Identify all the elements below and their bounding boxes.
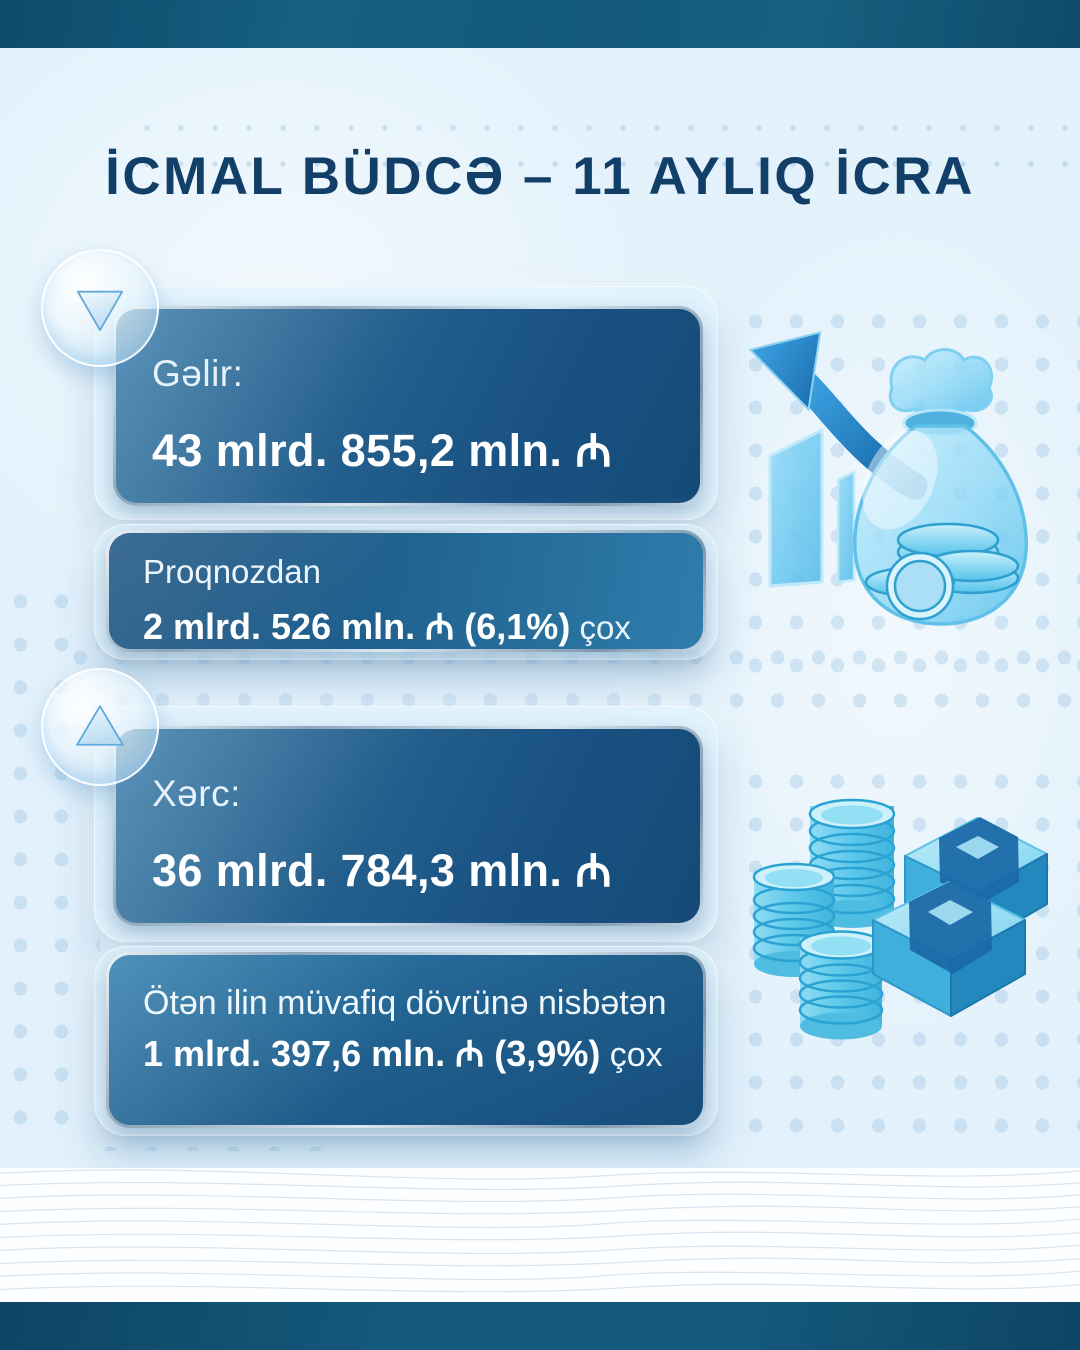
income-note-card: Proqnozdan 2 mlrd. 526 mln. ₼ (6,1%) çox [106, 530, 706, 652]
footer-band: AZƏRBAYCAN RESPUBLİKASI MALİYYƏ NAZİRLİY… [0, 1168, 1080, 1302]
expense-note-bold: 1 mlrd. 397,6 mln. ₼ (3,9%) [143, 1032, 601, 1074]
bottom-decor-band [0, 1302, 1080, 1350]
income-label: Gəlir: [152, 353, 244, 394]
triangle-down-icon [76, 290, 124, 332]
expense-value: 36 mlrd. 784,3 mln. ₼ [152, 845, 613, 896]
income-trend-badge [41, 249, 159, 367]
income-note-suffix: çox [570, 609, 631, 646]
expense-card: Xərc: 36 mlrd. 784,3 mln. ₼ [113, 726, 703, 926]
expense-note-suffix: çox [600, 1035, 663, 1074]
page-title: İCMAL BÜDCƏ – 11 AYLIQ İCRA [105, 147, 975, 206]
income-note-line1: Proqnozdan [143, 553, 321, 590]
expense-trend-badge [41, 668, 159, 786]
expense-label: Xərc: [152, 773, 241, 814]
money-bag-growth-icon [748, 331, 1028, 626]
income-value: 43 mlrd. 855,2 mln. ₼ [152, 425, 613, 476]
guilloche-waves-pattern [0, 1169, 1080, 1293]
income-note-line2: 2 mlrd. 526 mln. ₼ (6,1%) çox [143, 601, 669, 649]
cash-and-coins-icon [752, 798, 1048, 1040]
income-note-bold: 2 mlrd. 526 mln. ₼ (6,1%) [143, 606, 571, 647]
expense-note-card: Ötən ilin müvafiq dövrünə nisbətən 1 mlr… [106, 952, 706, 1128]
income-card: Gəlir: 43 mlrd. 855,2 mln. ₼ [113, 306, 703, 506]
expense-note-prefix: Ötən ilin müvafiq dövrünə nisbətən [143, 984, 667, 1022]
expense-note-text: Ötən ilin müvafiq dövrünə nisbətən 1 mlr… [143, 979, 669, 1080]
top-decor-band [0, 0, 1080, 48]
triangle-up-icon [76, 705, 124, 746]
